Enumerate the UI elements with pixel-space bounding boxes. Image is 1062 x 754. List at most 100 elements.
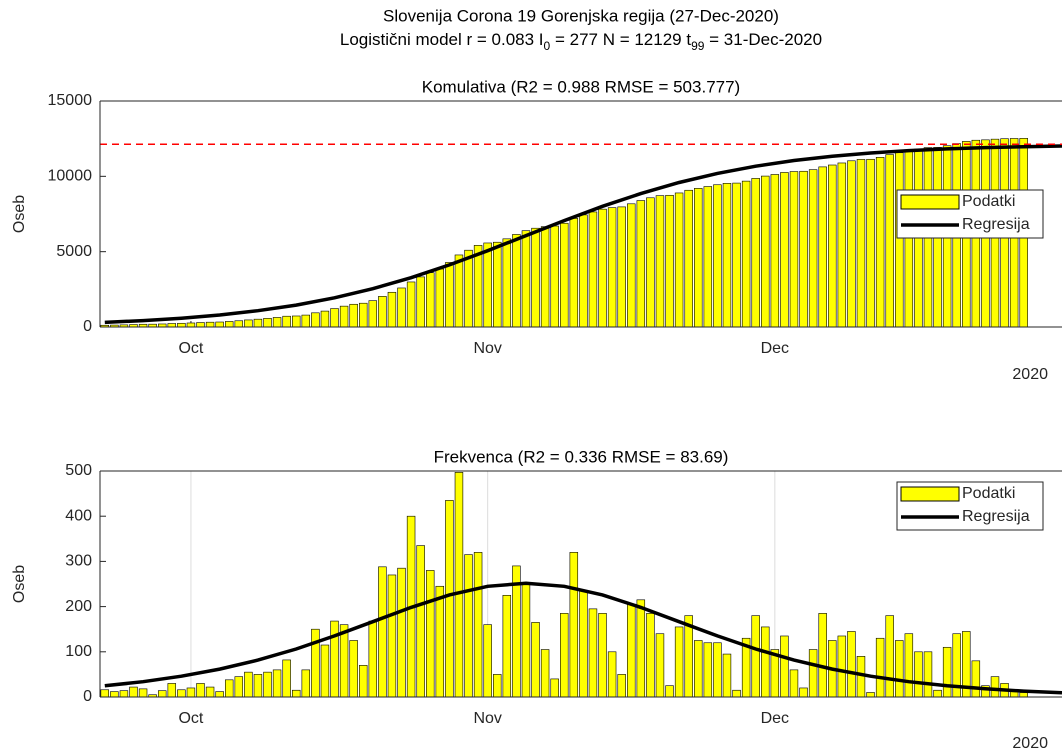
bar <box>560 613 569 698</box>
bar <box>301 314 311 328</box>
bar <box>607 207 617 328</box>
bar <box>895 152 904 328</box>
bar <box>540 649 550 698</box>
bar <box>167 323 177 328</box>
bar <box>272 317 282 328</box>
bar <box>454 472 464 698</box>
bar <box>703 186 713 328</box>
y-tick-label: 400 <box>65 507 92 524</box>
bar <box>789 669 799 698</box>
bar <box>493 241 502 328</box>
y-tick-label: 5000 <box>56 243 92 260</box>
bar <box>320 310 330 328</box>
bar <box>464 249 473 328</box>
bar <box>751 178 760 328</box>
bar <box>789 171 799 328</box>
legend-label: Podatki <box>962 193 1015 210</box>
chart-title: Frekvenca (R2 = 0.336 RMSE = 83.69) <box>434 447 729 466</box>
bar <box>177 689 186 698</box>
bar <box>761 175 770 328</box>
bar <box>473 552 483 698</box>
x-tick-label: Nov <box>473 340 501 357</box>
bar <box>397 287 406 328</box>
bar <box>866 158 875 328</box>
bar <box>751 615 760 698</box>
bar <box>205 321 215 328</box>
bar <box>512 234 521 328</box>
bar <box>741 180 751 328</box>
bar <box>761 626 770 698</box>
bar <box>292 315 301 328</box>
bar <box>416 545 425 698</box>
bar <box>416 276 425 328</box>
bar <box>866 692 875 698</box>
bar <box>359 302 368 328</box>
bar <box>665 685 674 698</box>
bar <box>569 552 579 698</box>
bar <box>655 633 665 698</box>
bar <box>942 646 952 698</box>
bar <box>617 674 626 698</box>
bar <box>349 640 358 698</box>
bar <box>531 227 540 328</box>
bar <box>454 254 464 328</box>
bar <box>521 230 531 328</box>
bar <box>177 322 186 328</box>
legend-label: Podatki <box>962 485 1015 502</box>
year-label: 2020 <box>1012 735 1048 752</box>
bar <box>808 649 818 698</box>
bar <box>110 691 119 698</box>
bar <box>722 653 732 698</box>
bar <box>435 585 445 698</box>
bar <box>186 687 196 698</box>
bar <box>311 628 320 698</box>
bar <box>598 613 607 698</box>
bar <box>579 214 588 328</box>
bar <box>445 500 454 698</box>
bar <box>646 613 655 698</box>
bar <box>282 315 291 328</box>
subtitle-part: = 277 N = 12129 t <box>550 30 691 49</box>
figure-title: Slovenija Corona 19 Gorenjska regija (27… <box>383 6 779 25</box>
bar <box>904 633 914 698</box>
bar <box>694 188 703 328</box>
subtitle-part: Logistični model r = 0.083 I <box>340 30 544 49</box>
bar <box>540 226 550 328</box>
bar <box>971 660 981 698</box>
bar <box>885 615 894 698</box>
subtitle-part: = 31-Dec-2020 <box>704 30 822 49</box>
bar <box>320 644 330 698</box>
bar <box>224 321 234 328</box>
bar <box>627 604 636 698</box>
bar <box>339 305 349 328</box>
bar <box>713 184 722 328</box>
bar <box>607 651 617 698</box>
bar <box>818 166 827 328</box>
bar <box>234 676 244 698</box>
bar <box>263 671 272 698</box>
bar <box>875 637 885 698</box>
bar <box>244 671 253 698</box>
bar <box>617 206 626 328</box>
bar <box>646 197 655 328</box>
bar <box>799 687 808 698</box>
bar <box>703 642 713 698</box>
bar <box>837 162 847 328</box>
bar <box>694 640 703 698</box>
bar <box>359 665 368 698</box>
bar <box>483 242 492 328</box>
bar <box>368 300 378 328</box>
bar <box>426 272 435 328</box>
bar <box>770 174 780 328</box>
figure-subtitle: Logistični model r = 0.083 I0 = 277 N = … <box>340 30 822 53</box>
y-tick-label: 0 <box>83 318 92 335</box>
y-tick-label: 15000 <box>48 92 93 109</box>
bar <box>196 683 205 698</box>
bar <box>627 203 636 328</box>
bar <box>387 574 397 698</box>
bar <box>205 686 215 698</box>
year-label: 2020 <box>1012 366 1048 383</box>
bar <box>550 678 559 698</box>
bar <box>780 635 789 698</box>
bar <box>157 690 167 698</box>
